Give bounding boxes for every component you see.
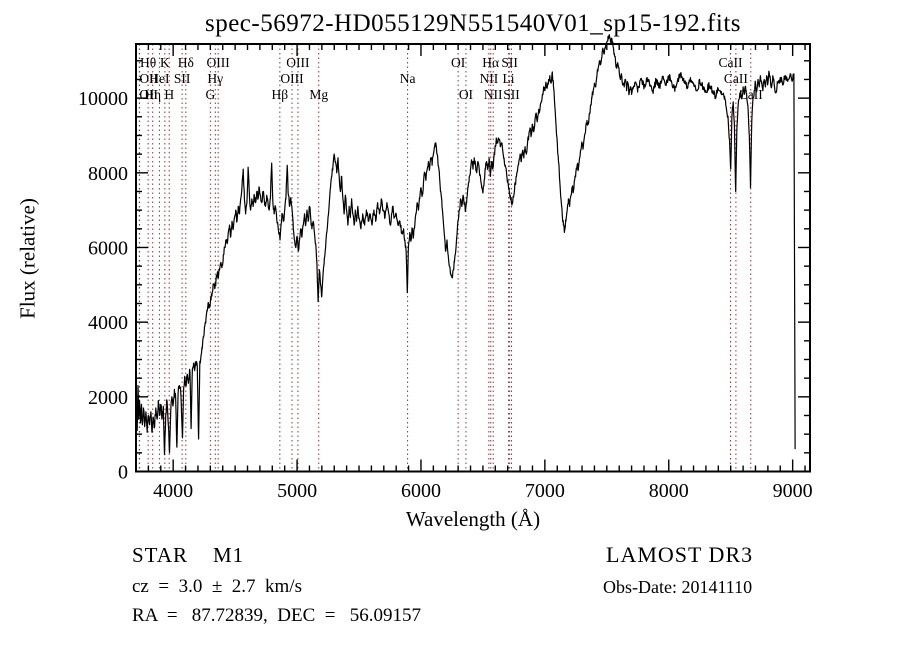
marker-lines [138, 44, 752, 472]
y-tick-label: 8000 [88, 163, 128, 185]
line-marker-label: OIII [286, 55, 310, 70]
line-marker-label: H [164, 87, 174, 102]
line-marker-label: Hβ [272, 87, 289, 102]
line-marker-label: CaII [718, 55, 742, 70]
line-marker-label: SII [501, 55, 518, 70]
y-tick-label: 6000 [88, 237, 128, 259]
line-marker-label: CaII [739, 87, 763, 102]
line-marker-label: NII [479, 71, 498, 86]
line-marker-label: Hδ [178, 55, 194, 70]
line-marker-label: SII [503, 87, 520, 102]
obs-date: Obs-Date: 20141110 [603, 577, 753, 597]
line-marker-label: OI [451, 55, 466, 70]
tick-labels: 4000 5000 6000 7000 8000 9000 0 2000 4000 6000 800… [78, 88, 813, 502]
x-tick-label: 6000 [401, 480, 441, 502]
survey-name: LAMOST DR3 [606, 542, 754, 567]
line-marker-label: OIII [207, 55, 231, 70]
line-marker-label: Hγ [207, 71, 223, 86]
line-marker-label: Mg [309, 87, 328, 102]
y-tick-label: 2000 [88, 387, 128, 409]
spectrum-trace [135, 34, 796, 470]
x-axis-label: Wavelength (Å) [405, 507, 541, 531]
line-marker-label: Hθ [140, 55, 156, 70]
x-tick-label: 9000 [773, 480, 813, 502]
line-marker-label: NII [484, 87, 503, 102]
plot-title: spec-56972-HD055129N551540V01_sp15-192.f… [204, 10, 742, 37]
line-marker-label: CaII [724, 71, 748, 86]
cz-velocity-value: cz = 3.0 ± 2.7 km/s [132, 576, 302, 597]
y-axis-label: Flux (relative) [15, 198, 40, 319]
line-marker-label: HeI [149, 71, 170, 86]
x-tick-label: 5000 [277, 480, 317, 502]
ra-dec-value: RA = 87.72839, DEC = 56.09157 [132, 605, 422, 626]
line-marker-label: Hα [482, 55, 499, 70]
line-marker-label: OI [459, 87, 474, 102]
line-marker-label: OII [139, 87, 158, 102]
y-tick-label: 10000 [78, 88, 128, 110]
line-marker-label: K [160, 55, 170, 70]
plot-frame [135, 43, 811, 473]
line-marker-label: SII [174, 71, 191, 86]
line-marker-label: G [205, 87, 215, 102]
line-marker-label: Na [400, 71, 416, 86]
x-tick-label: 7000 [525, 480, 565, 502]
y-tick-label: 0 [118, 462, 128, 484]
line-marker-label: OIII [280, 71, 304, 86]
x-tick-label: 4000 [153, 480, 193, 502]
object-class-label: STAR M1 [132, 543, 245, 567]
line-marker-label: OII [139, 71, 158, 86]
line-marker-label: Hη [144, 87, 161, 102]
x-tick-label: 8000 [649, 480, 689, 502]
line-marker-label: Li [503, 71, 515, 86]
y-tick-label: 4000 [88, 312, 128, 334]
